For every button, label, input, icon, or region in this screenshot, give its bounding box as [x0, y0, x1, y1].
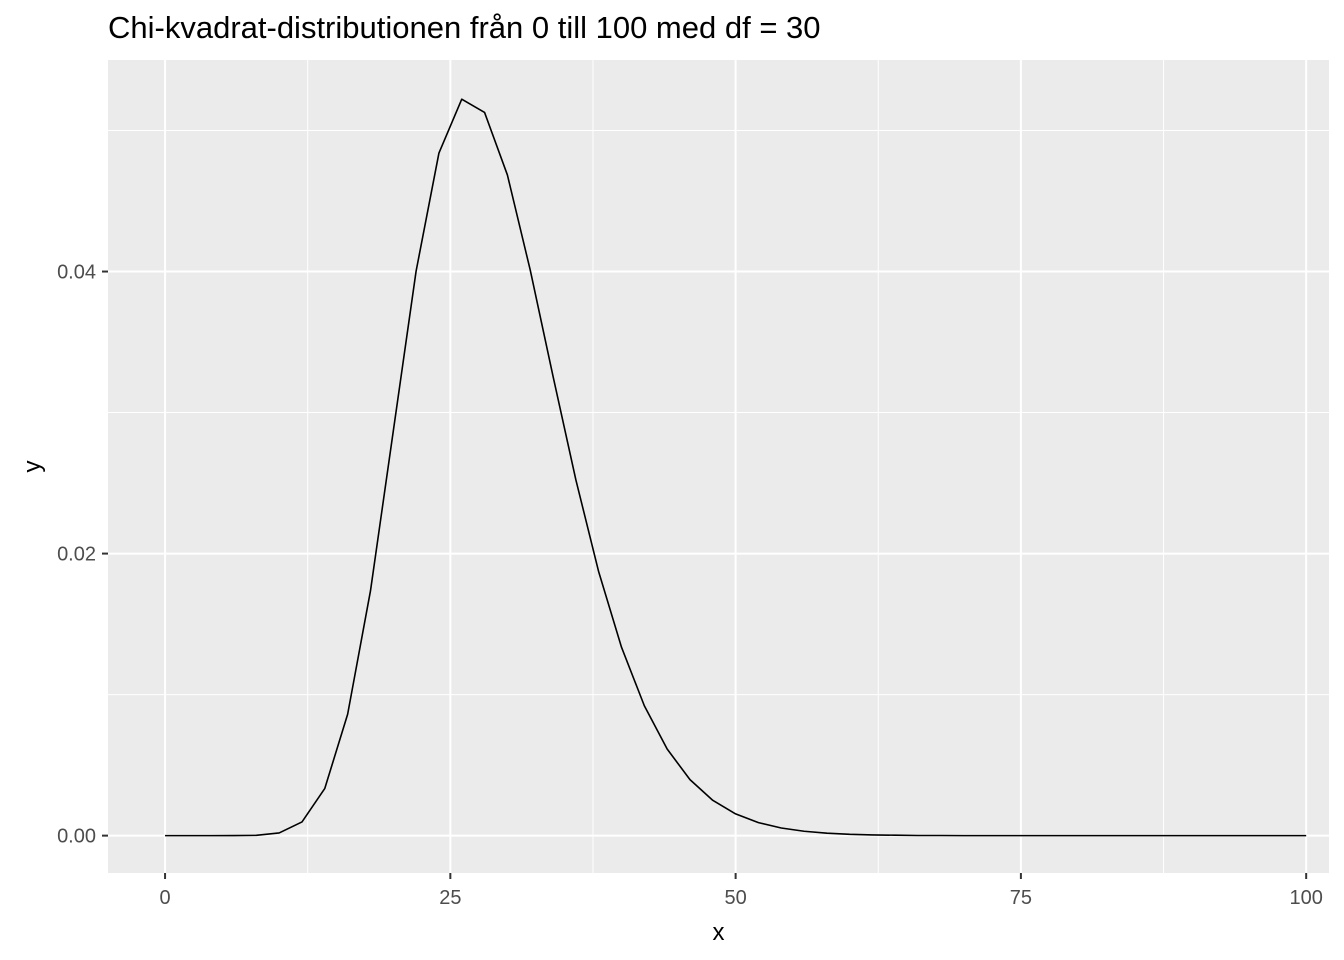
x-axis: 0 25 50 75 100 [159, 873, 1323, 909]
major-grid [108, 60, 1329, 873]
chart-title: Chi-kvadrat-distributionen från 0 till 1… [108, 10, 821, 45]
x-tick-label: 0 [159, 887, 170, 909]
y-tick-label: 0.00 [57, 826, 96, 848]
y-tick-label: 0.02 [57, 544, 96, 566]
y-axis-title: y [19, 461, 46, 473]
minor-grid [108, 60, 1329, 873]
x-tick-label: 100 [1289, 887, 1322, 909]
panel-background [108, 60, 1329, 873]
x-axis-title: x [713, 919, 725, 946]
x-tick-label: 25 [439, 887, 461, 909]
y-axis: 0.00 0.02 0.04 [57, 262, 108, 848]
x-tick-label: 50 [724, 887, 746, 909]
x-tick-label: 75 [1010, 887, 1032, 909]
y-tick-label: 0.04 [57, 262, 96, 284]
density-line [165, 98, 1307, 837]
